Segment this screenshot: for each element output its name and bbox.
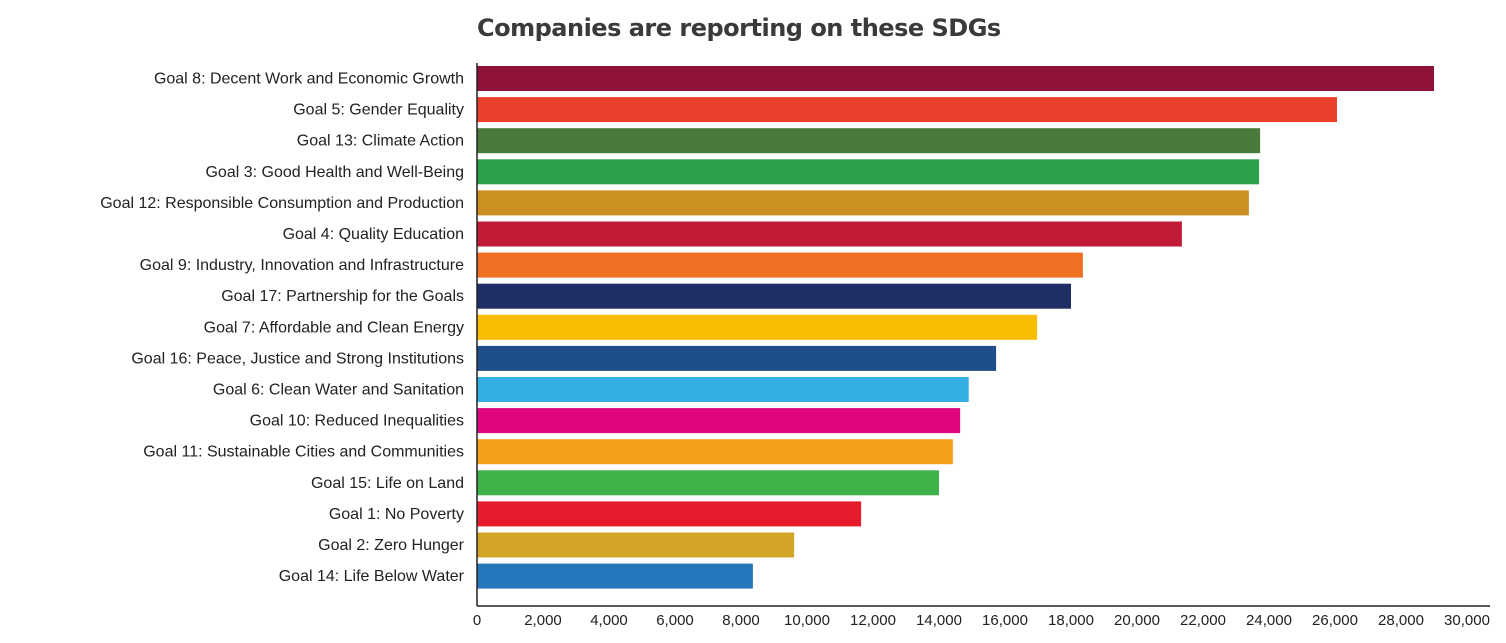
bar xyxy=(477,501,862,527)
category-label: Goal 9: Industry, Innovation and Infrast… xyxy=(140,257,464,274)
bar xyxy=(477,66,1434,91)
category-label: Goal 1: No Poverty xyxy=(329,506,464,523)
x-tick-label: 0 xyxy=(473,612,481,629)
bar xyxy=(477,439,953,465)
x-tick-label: 8,000 xyxy=(722,612,760,629)
category-label: Goal 10: Reduced Inequalities xyxy=(250,413,464,430)
bar xyxy=(477,532,795,558)
bar xyxy=(477,408,961,434)
x-tick-label: 2,000 xyxy=(524,612,562,629)
chart-title: Companies are reporting on these SDGs xyxy=(477,14,1001,42)
x-tick-label: 10,000 xyxy=(784,612,830,629)
bar xyxy=(477,221,1182,247)
bar xyxy=(477,283,1071,309)
x-tick-label: 28,000 xyxy=(1378,612,1424,629)
category-label: Goal 17: Partnership for the Goals xyxy=(221,288,464,305)
category-label: Goal 16: Peace, Justice and Strong Insti… xyxy=(131,350,464,367)
bar xyxy=(477,97,1337,123)
bar xyxy=(477,377,969,402)
category-label: Goal 12: Responsible Consumption and Pro… xyxy=(100,195,464,212)
x-tick-label: 16,000 xyxy=(982,612,1028,629)
category-label: Goal 7: Affordable and Clean Energy xyxy=(204,319,464,336)
bar xyxy=(477,252,1083,278)
bar xyxy=(477,314,1038,340)
category-label: Goal 11: Sustainable Cities and Communit… xyxy=(143,444,464,461)
x-tick-label: 4,000 xyxy=(590,612,628,629)
bar xyxy=(477,345,997,371)
bar xyxy=(477,470,939,496)
x-tick-label: 24,000 xyxy=(1246,612,1292,629)
category-label: Goal 5: Gender Equality xyxy=(293,102,464,119)
category-label: Goal 15: Life on Land xyxy=(311,475,464,492)
x-tick-label: 18,000 xyxy=(1048,612,1094,629)
category-label: Goal 3: Good Health and Well-Being xyxy=(205,164,464,181)
x-tick-label: 26,000 xyxy=(1312,612,1358,629)
category-label: Goal 14: Life Below Water xyxy=(279,568,465,585)
category-label: Goal 4: Quality Education xyxy=(283,226,464,243)
bar xyxy=(477,128,1261,154)
x-tick-label: 20,000 xyxy=(1114,612,1160,629)
x-tick-label: 30,000 xyxy=(1444,612,1490,629)
category-label: Goal 6: Clean Water and Sanitation xyxy=(213,382,464,399)
category-label: Goal 2: Zero Hunger xyxy=(318,537,465,554)
bar xyxy=(477,563,753,589)
x-tick-label: 14,000 xyxy=(916,612,962,629)
bar xyxy=(477,190,1249,216)
x-tick-label: 22,000 xyxy=(1180,612,1226,629)
x-tick-label: 12,000 xyxy=(850,612,896,629)
category-label: Goal 8: Decent Work and Economic Growth xyxy=(154,71,464,88)
bar xyxy=(477,159,1260,185)
x-tick-label: 6,000 xyxy=(656,612,694,629)
category-label: Goal 13: Climate Action xyxy=(297,133,464,150)
